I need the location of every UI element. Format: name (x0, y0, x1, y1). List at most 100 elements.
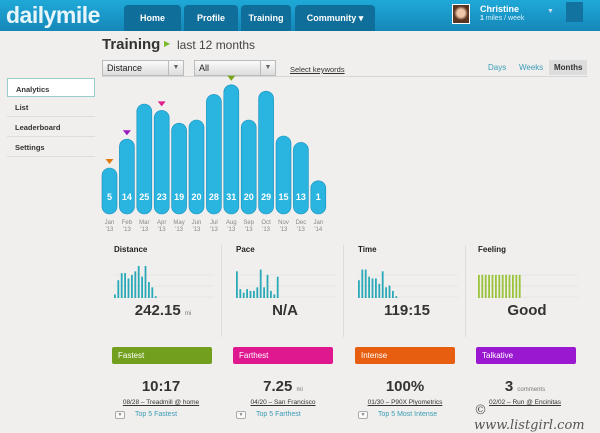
distance-sparkline (114, 266, 214, 298)
x-tick-year: '13 (175, 227, 183, 233)
expand-icon[interactable]: ▼ (115, 411, 125, 419)
stat-label: Pace (236, 245, 255, 254)
spark-bar (484, 274, 487, 298)
spark-bar (381, 271, 384, 298)
bar-12[interactable] (310, 180, 327, 215)
x-tick-year: '13 (193, 227, 201, 233)
bar-8[interactable] (240, 119, 257, 215)
highlight-marker (122, 130, 131, 136)
bar-label: 29 (261, 192, 271, 202)
bar-9[interactable] (258, 90, 274, 215)
highlight-marker (105, 159, 114, 164)
talkative-value-wrap: 3 comments (466, 378, 584, 395)
x-tick-month: Jul (210, 220, 218, 226)
distance-value: 242.15 (134, 302, 181, 319)
bar-3[interactable] (153, 110, 170, 215)
x-tick-month: Nov (278, 220, 289, 226)
bar-11[interactable] (293, 142, 309, 215)
stat-distance: Distance 242.15 mi (104, 245, 222, 337)
talkative-unit: comments (517, 387, 546, 393)
notifications-flag-icon[interactable] (566, 2, 583, 22)
bar-0[interactable] (101, 167, 118, 215)
sidebar-item-analytics[interactable]: Analytics (7, 78, 95, 97)
intense-value: 100% (385, 378, 425, 395)
badge-intense: Intense (355, 347, 455, 364)
spark-bar (385, 287, 387, 298)
select-keywords-link[interactable]: Select keywords (290, 65, 345, 74)
farthest-value: 7.25 (263, 378, 293, 395)
nav-home[interactable]: Home (124, 5, 181, 31)
watermark: © www.listgirl.com (474, 403, 585, 433)
spark-bar (273, 294, 276, 298)
avatar[interactable] (452, 4, 470, 24)
sidebar-item-leaderboard[interactable]: Leaderboard (7, 117, 95, 137)
bar-label: 28 (209, 192, 219, 202)
spark-bar (491, 274, 494, 298)
x-tick-month: Sep (243, 220, 254, 226)
range-days[interactable]: Days (488, 63, 507, 72)
sidebar-item-list[interactable]: List (7, 97, 95, 117)
nav-community[interactable]: Community ▾ (295, 5, 375, 31)
nav-training[interactable]: Training (241, 5, 291, 31)
user-menu-caret-icon[interactable]: ▼ (547, 8, 554, 15)
spark-bar (124, 273, 126, 298)
farthest-activity-link[interactable]: 04/20 – San Francisco (250, 399, 316, 406)
nav-profile[interactable]: Profile (184, 5, 238, 31)
range-weeks[interactable]: Weeks (519, 63, 544, 72)
top5-intense-link[interactable]: Top 5 Most Intense (378, 411, 438, 418)
bar-label: 20 (244, 192, 254, 202)
chevron-down-icon: ▼ (260, 61, 275, 75)
bar-1[interactable] (119, 138, 135, 215)
spark-bar (276, 276, 279, 298)
arrow-right-icon: ▶ (164, 39, 171, 48)
feeling-sparkline (478, 274, 578, 298)
bar-6[interactable] (206, 94, 222, 215)
spark-bar (236, 271, 238, 298)
distance-unit: mi (184, 311, 192, 317)
stat-label: Time (358, 245, 377, 254)
x-tick-month: Dec (296, 220, 307, 226)
spark-bar (368, 276, 370, 298)
sidebar-item-settings[interactable]: Settings (7, 137, 95, 157)
fastest-value: 10:17 (141, 378, 181, 395)
top5-fastest-link[interactable]: Top 5 Fastest (135, 411, 178, 418)
spark-bar (388, 285, 391, 298)
bar-label: 20 (191, 192, 201, 202)
spark-bar (114, 294, 116, 298)
top5-farthest-link[interactable]: Top 5 Farthest (256, 411, 301, 418)
x-tick-month: Apr (157, 220, 166, 226)
spark-bar (512, 274, 514, 298)
spark-bar (154, 296, 157, 298)
x-tick-month: May (173, 220, 184, 226)
x-tick-month: Jan (105, 220, 115, 226)
fastest-activity-link[interactable]: 08/28 – Treadmill @ home (122, 399, 200, 406)
talkative-activity-link[interactable]: 02/02 – Run @ Encinitas (488, 399, 561, 406)
bar-5[interactable] (188, 119, 205, 215)
stat-time: Time 119:15 (348, 245, 466, 337)
bar-4[interactable] (171, 122, 187, 215)
spark-bar (239, 289, 242, 298)
spark-bar (266, 274, 269, 298)
farthest-unit: mi (296, 387, 303, 393)
bar-7[interactable] (223, 84, 240, 215)
spark-bar (478, 274, 480, 298)
x-tick-month: Jun (192, 220, 202, 226)
spark-bar (518, 274, 521, 298)
intense-activity-link[interactable]: 01/30 – P90X Plyometrics (367, 399, 443, 406)
highlight-marker (227, 75, 236, 81)
filter-select[interactable]: All ▼ (194, 60, 276, 76)
x-tick-year: '13 (262, 227, 270, 233)
bar-10[interactable] (275, 135, 292, 215)
expand-icon[interactable]: ▼ (236, 411, 246, 419)
user-name[interactable]: Christine (480, 4, 520, 14)
metric-select[interactable]: Distance ▼ (102, 60, 184, 76)
range-months[interactable]: Months (549, 60, 588, 75)
logo[interactable]: dailymile (6, 2, 100, 28)
bar-2[interactable] (136, 103, 153, 215)
bar-label: 15 (278, 192, 288, 202)
bar-label: 31 (226, 192, 236, 202)
spark-bar (378, 283, 381, 298)
expand-icon[interactable]: ▼ (358, 411, 368, 419)
spark-bar (361, 269, 364, 298)
badge-fastest: Fastest (112, 347, 212, 364)
